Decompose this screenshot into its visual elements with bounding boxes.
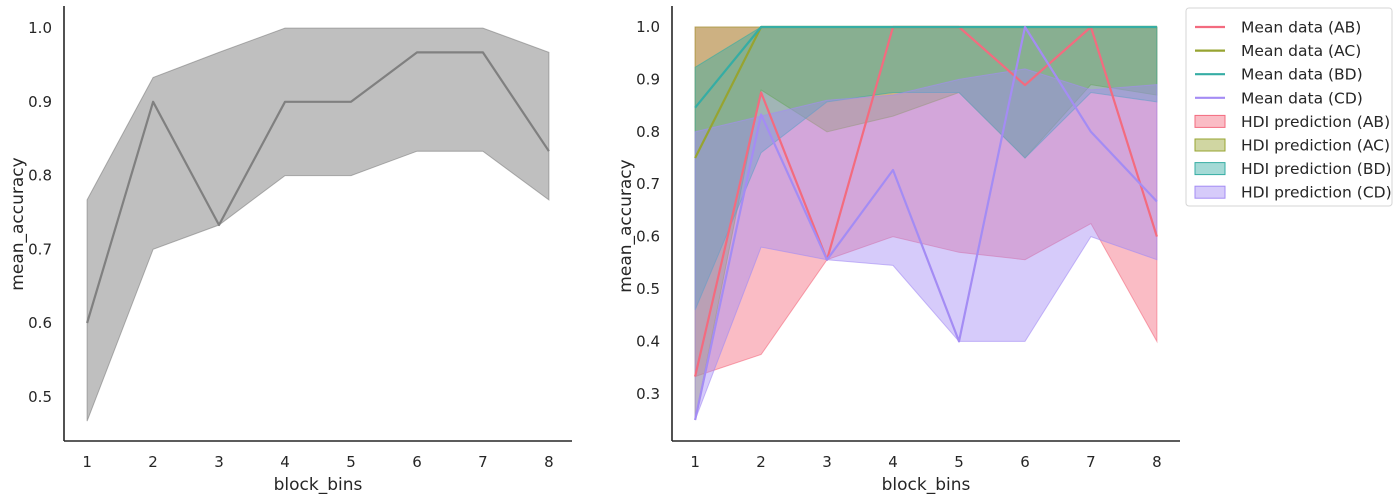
legend-band-swatch <box>1194 114 1226 128</box>
right-x-tick-label: 3 <box>822 453 832 471</box>
legend-band-swatch <box>1194 138 1226 152</box>
legend-label: HDI prediction (CD) <box>1241 184 1392 202</box>
left-plot: 1 2 3 4 5 6 7 8 0.5 0.6 0.7 0.8 0.9 1.0 block_bins m… <box>8 6 572 495</box>
right-y-tick-label: 0.6 <box>636 228 660 246</box>
right-plot-axes <box>671 6 1180 442</box>
right-x-tick-label: 4 <box>888 453 898 471</box>
left-x-tick-label: 4 <box>280 453 290 471</box>
legend-label: Mean data (AC) <box>1241 42 1361 60</box>
right-y-tick-label: 0.4 <box>636 332 660 350</box>
legend-band-swatch <box>1194 185 1226 199</box>
legend-band-swatch <box>1194 162 1226 176</box>
right-y-tick-label: 0.3 <box>636 385 660 403</box>
right-y-tick-label: 0.5 <box>636 280 660 298</box>
right-plot-y-ticks: 0.3 0.4 0.5 0.6 0.7 0.8 0.9 1.0 <box>636 18 660 403</box>
left-y-axis-label: mean_accuracy <box>8 157 28 290</box>
legend-label: Mean data (CD) <box>1241 89 1363 107</box>
right-x-tick-label: 7 <box>1086 453 1096 471</box>
legend-items: Mean data (AB) Mean data (AC) Mean data (B… <box>1194 19 1392 202</box>
right-band-mean-data-cd- <box>694 68 1158 421</box>
left-plot-x-ticks: 1 2 3 4 5 6 7 8 <box>82 453 553 471</box>
right-x-tick-label: 8 <box>1152 453 1162 471</box>
right-y-tick-label: 1.0 <box>636 18 660 36</box>
right-line-mean-data-cd- <box>694 25 1158 421</box>
left-y-tick-label: 0.7 <box>28 240 52 258</box>
legend-frame <box>1185 7 1393 207</box>
left-x-tick-label: 3 <box>214 453 224 471</box>
legend-label: Mean data (AB) <box>1241 19 1361 37</box>
left-y-tick-label: 0.6 <box>28 314 52 332</box>
right-x-tick-label: 5 <box>954 453 964 471</box>
left-x-tick-label: 8 <box>544 453 554 471</box>
legend-label: Mean data (BD) <box>1241 66 1363 84</box>
right-y-tick-label: 0.7 <box>636 175 660 193</box>
left-x-tick-label: 5 <box>346 453 356 471</box>
left-plot-bands <box>86 27 550 422</box>
legend: Mean data (AB) Mean data (AC) Mean data (B… <box>1185 7 1393 207</box>
right-y-axis-label: mean_accuracy <box>616 159 636 292</box>
left-x-axis-label: block_bins <box>274 475 363 495</box>
left-y-tick-label: 1.0 <box>28 19 52 37</box>
legend-label: HDI prediction (BD) <box>1241 160 1391 178</box>
legend-label: HDI prediction (AC) <box>1241 137 1390 155</box>
left-plot-lines <box>86 51 550 324</box>
right-plot-x-ticks: 1 2 3 4 5 6 7 8 <box>690 453 1161 471</box>
right-plot-bands <box>694 26 1158 421</box>
left-x-tick-label: 7 <box>478 453 488 471</box>
right-x-tick-label: 1 <box>690 453 700 471</box>
left-y-tick-label: 0.9 <box>28 93 52 111</box>
right-y-tick-label: 0.9 <box>636 70 660 88</box>
left-plot-axes <box>63 6 572 442</box>
legend-label: HDI prediction (AB) <box>1241 113 1390 131</box>
right-plot-lines <box>694 25 1158 421</box>
right-plot: 1 2 3 4 5 6 7 8 0.3 0.4 0.5 0.6 0.7 0.8 0.9 1.0 block_… <box>616 6 1180 495</box>
right-line-mean-data-bd- <box>694 25 1157 109</box>
right-x-tick-label: 2 <box>756 453 766 471</box>
right-y-tick-label: 0.8 <box>636 123 660 141</box>
left-y-tick-label: 0.5 <box>28 388 52 406</box>
left-line-0 <box>86 51 550 324</box>
left-plot-y-ticks: 0.5 0.6 0.7 0.8 0.9 1.0 <box>28 19 52 406</box>
left-x-tick-label: 1 <box>82 453 92 471</box>
right-x-axis-label: block_bins <box>882 475 971 495</box>
left-x-tick-label: 6 <box>412 453 422 471</box>
left-x-tick-label: 2 <box>148 453 158 471</box>
right-x-tick-label: 6 <box>1020 453 1030 471</box>
left-y-tick-label: 0.8 <box>28 167 52 185</box>
left-band-0 <box>86 27 550 422</box>
